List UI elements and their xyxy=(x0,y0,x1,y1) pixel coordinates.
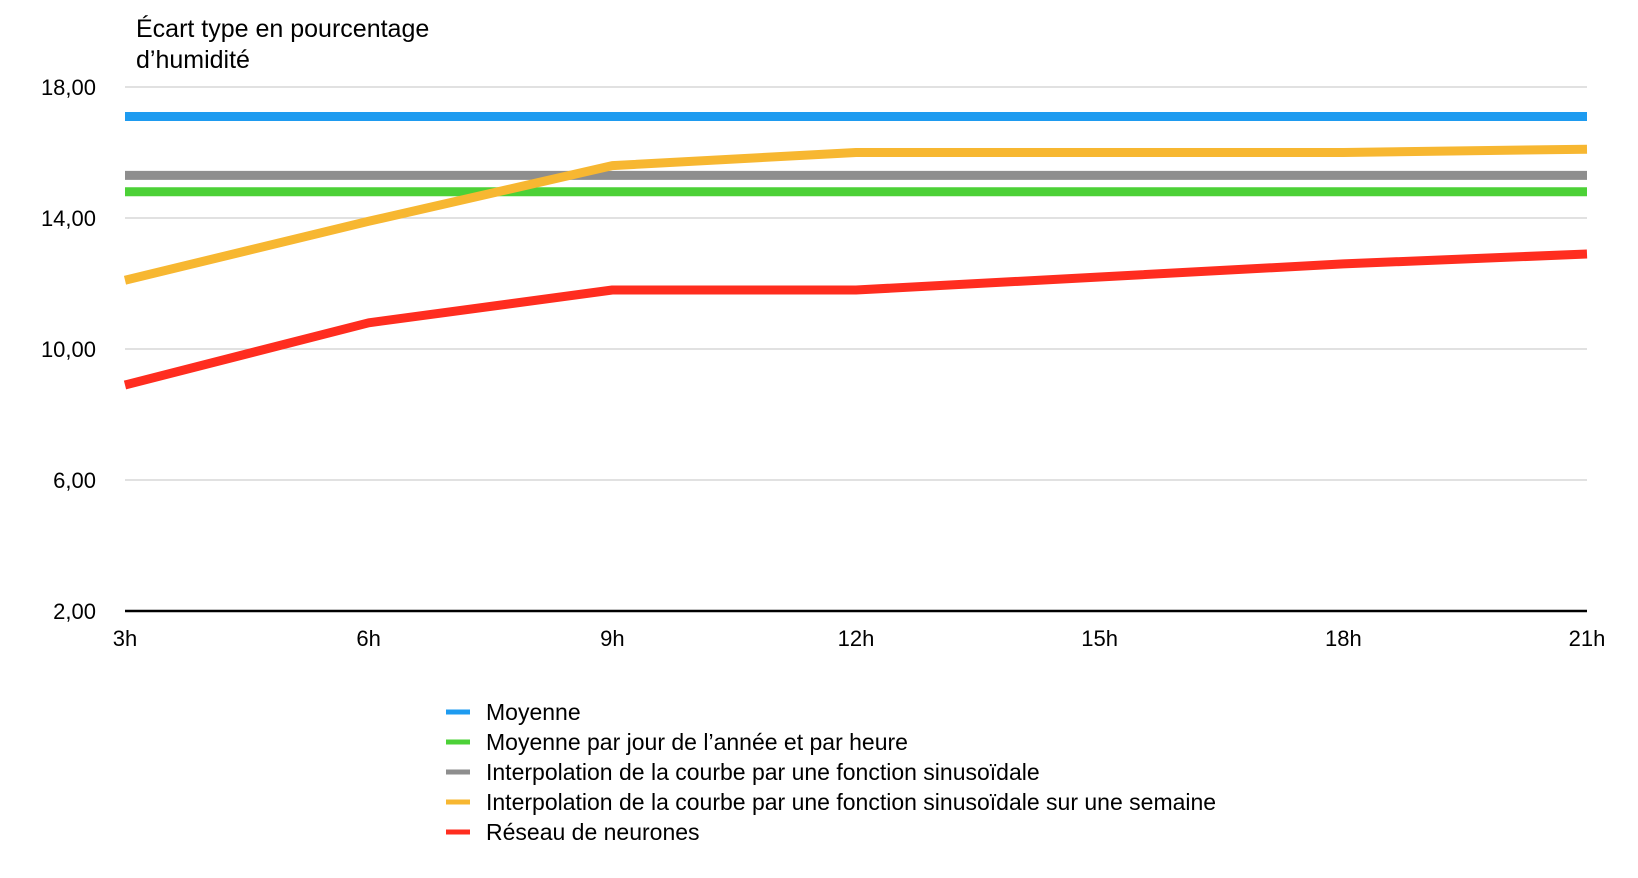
legend: Moyenne Moyenne par jour de l’année et pa… xyxy=(446,699,1216,845)
series-lines xyxy=(123,112,1588,390)
x-tick-label: 18h xyxy=(1325,626,1362,651)
y-tick-label: 6,00 xyxy=(53,468,96,493)
y-axis-title: Écart type en pourcentage d’humidité xyxy=(136,14,429,74)
x-tick-label: 6h xyxy=(356,626,380,651)
y-axis-title-line-1: Écart type en pourcentage xyxy=(136,14,429,43)
gridlines xyxy=(125,86,1587,481)
y-tick-label: 14,00 xyxy=(41,206,96,231)
x-tick-label: 9h xyxy=(600,626,624,651)
series-line xyxy=(123,144,1588,285)
x-tick-label: 15h xyxy=(1081,626,1118,651)
legend-label: Moyenne par jour de l’année et par heure xyxy=(486,729,908,755)
y-tick-label: 10,00 xyxy=(41,337,96,362)
x-tick-label: 3h xyxy=(113,626,137,651)
y-tick-label: 18,00 xyxy=(41,75,96,100)
y-axis-title-line-2: d’humidité xyxy=(136,46,250,74)
x-tick-label: 21h xyxy=(1569,626,1606,651)
legend-label: Interpolation de la courbe par une fonct… xyxy=(486,789,1216,815)
x-tick-label: 12h xyxy=(838,626,875,651)
y-axis-ticks: 2,00 6,00 10,00 14,00 18,00 xyxy=(41,75,96,624)
x-axis: 3h 6h 9h 12h 15h 18h 21h xyxy=(113,609,1606,651)
legend-label: Interpolation de la courbe par une fonct… xyxy=(486,759,1040,785)
legend-label: Réseau de neurones xyxy=(486,819,700,845)
y-tick-label: 2,00 xyxy=(53,599,96,624)
legend-label: Moyenne xyxy=(486,699,581,725)
series-line xyxy=(123,249,1588,390)
